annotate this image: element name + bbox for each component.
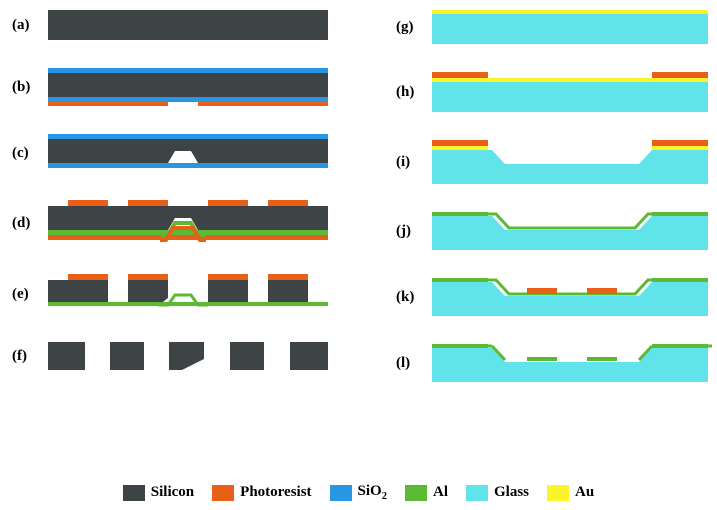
panel-label: (a) (12, 17, 48, 34)
panel-e (48, 274, 328, 314)
panel-label: (k) (396, 289, 432, 306)
legend-label: Al (433, 484, 448, 501)
panel-row-c: (c) (12, 134, 360, 172)
panel-a (48, 10, 328, 40)
panel-b (48, 68, 328, 106)
legend-label: Glass (494, 484, 529, 501)
panel-label: (h) (396, 84, 432, 101)
panel-d (48, 200, 328, 246)
overlay-svg (432, 278, 712, 316)
panel-label: (l) (396, 355, 432, 372)
panel-k (432, 278, 708, 316)
overlay-svg (432, 212, 712, 250)
silicon-layer (48, 10, 328, 40)
panel-h (432, 72, 708, 112)
photoresist-layer (48, 101, 168, 106)
legend-swatch (547, 485, 569, 501)
legend-swatch (466, 485, 488, 501)
overlay-svg (48, 342, 328, 370)
panel-row-h: (h) (396, 72, 708, 112)
panel-label: (c) (12, 145, 48, 162)
overlay-svg (48, 274, 328, 314)
diagram-page: (a) (b) (c) (d) (e) (f) (g) (h) (i) (j) (k) (l) Si… (0, 0, 717, 510)
legend-label: Photoresist (240, 484, 311, 501)
panel-i (432, 140, 708, 184)
panel-label: (d) (12, 215, 48, 232)
legend-label: SiO2 (358, 483, 387, 502)
overlay-svg (432, 344, 712, 382)
legend-label: Silicon (151, 484, 194, 501)
legend-item-silicon: Silicon (123, 484, 194, 501)
legend: Silicon Photoresist SiO2 Al Glass Au (0, 483, 717, 502)
glass-layer (432, 82, 708, 112)
panel-label: (b) (12, 79, 48, 96)
legend-swatch (405, 485, 427, 501)
overlay-svg (432, 140, 712, 184)
panel-row-g: (g) (396, 10, 708, 44)
right-column: (g) (h) (i) (j) (k) (l) (396, 10, 708, 410)
panel-g (432, 10, 708, 44)
legend-item-al: Al (405, 484, 448, 501)
panel-row-i: (i) (396, 140, 708, 184)
legend-swatch (212, 485, 234, 501)
photoresist-layer (198, 101, 328, 106)
glass-layer (432, 14, 708, 44)
legend-item-photoresist: Photoresist (212, 484, 311, 501)
legend-item-glass: Glass (466, 484, 529, 501)
panel-row-b: (b) (12, 68, 360, 106)
panel-label: (j) (396, 223, 432, 240)
panel-c (48, 134, 328, 172)
panel-f (48, 342, 328, 370)
panel-row-j: (j) (396, 212, 708, 250)
panel-label: (g) (396, 19, 432, 36)
overlay-svg (48, 134, 328, 172)
panel-label: (e) (12, 286, 48, 303)
overlay-svg (48, 200, 328, 246)
panel-row-e: (e) (12, 274, 360, 314)
panel-row-d: (d) (12, 200, 360, 246)
legend-label: Au (575, 484, 594, 501)
panel-label: (f) (12, 348, 48, 365)
left-column: (a) (b) (c) (d) (e) (f) (12, 10, 360, 398)
legend-swatch (330, 485, 352, 501)
panel-row-l: (l) (396, 344, 708, 382)
panel-j (432, 212, 708, 250)
legend-swatch (123, 485, 145, 501)
panel-label: (i) (396, 154, 432, 171)
legend-item-au: Au (547, 484, 594, 501)
panel-l (432, 344, 708, 382)
panel-row-k: (k) (396, 278, 708, 316)
panel-row-f: (f) (12, 342, 360, 370)
panel-row-a: (a) (12, 10, 360, 40)
legend-item-sio2: SiO2 (330, 483, 387, 502)
silicon-layer (48, 73, 328, 97)
